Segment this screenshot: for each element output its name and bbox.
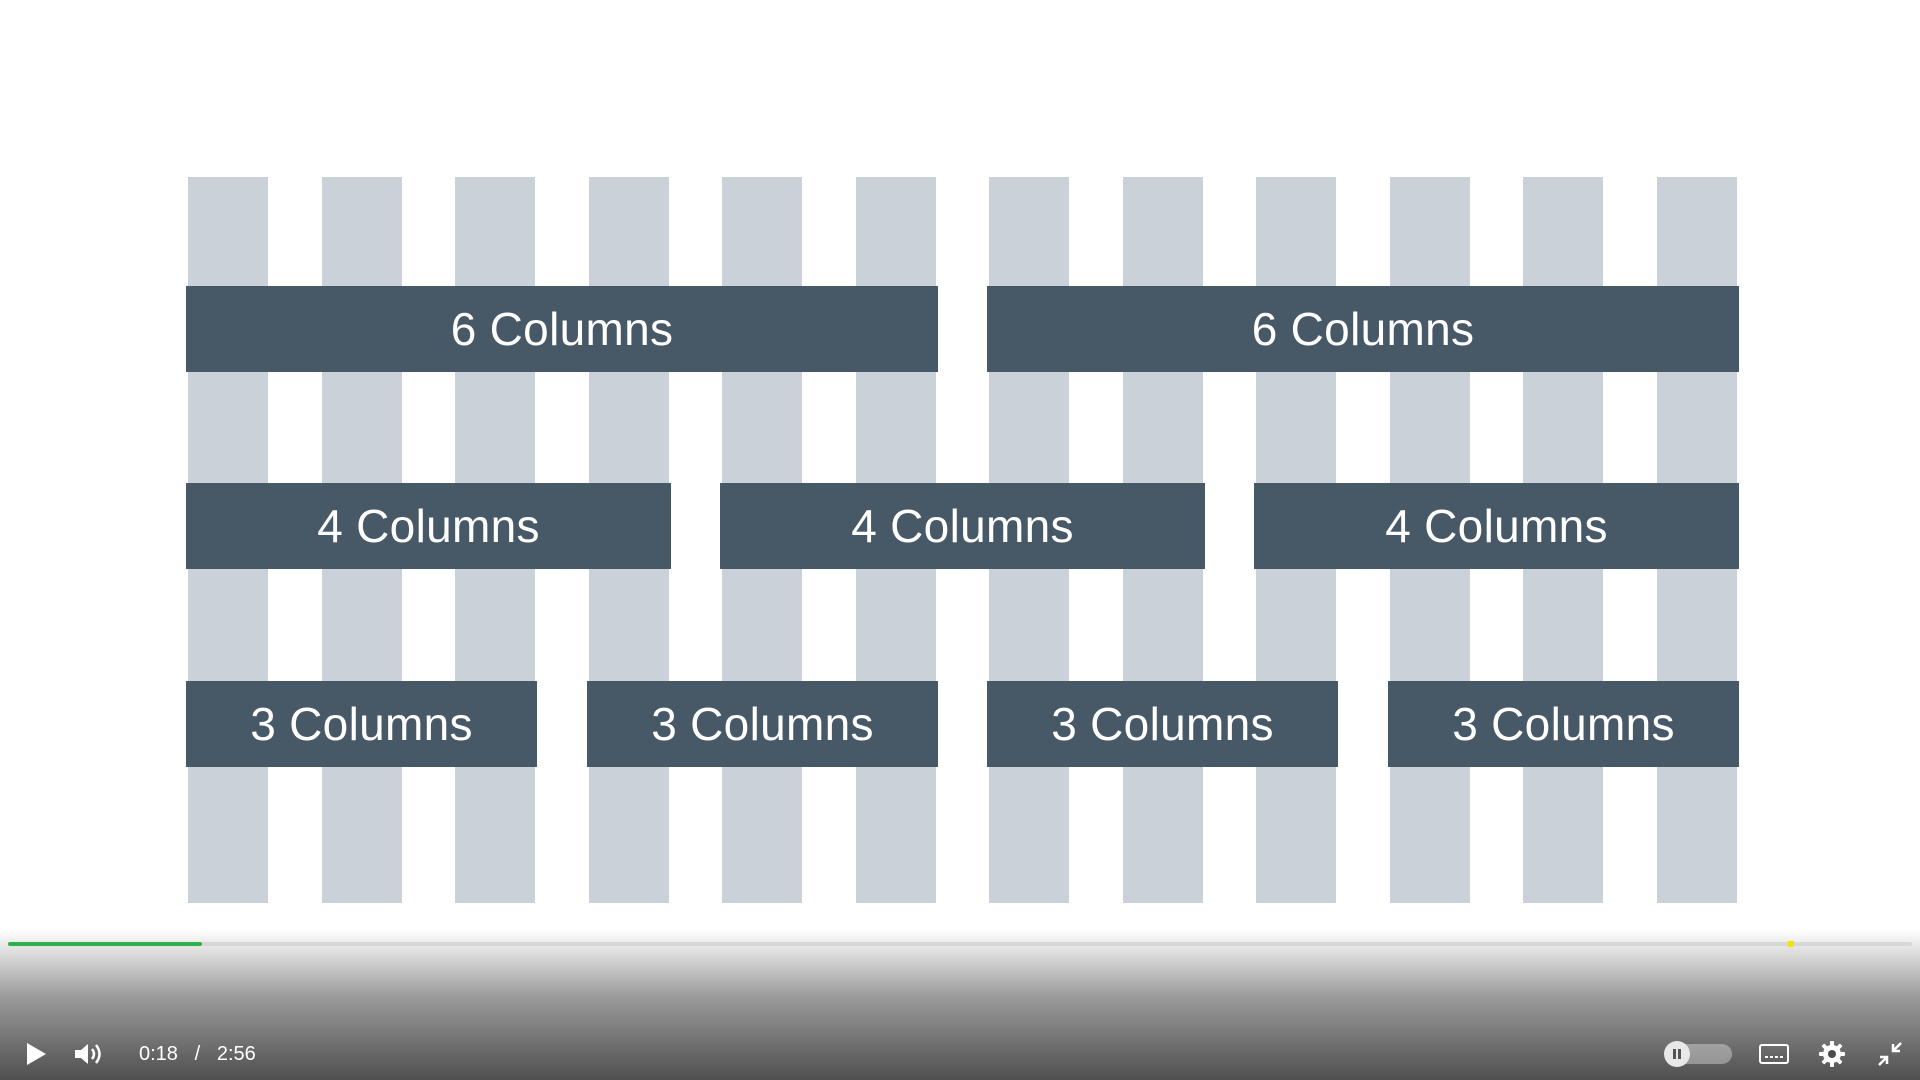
- volume-button[interactable]: [70, 1036, 108, 1072]
- autoplay-knob: [1664, 1041, 1690, 1067]
- play-icon: [27, 1043, 46, 1065]
- captions-button[interactable]: [1756, 1036, 1792, 1072]
- four-column-bar: 4 Columns: [1254, 483, 1739, 569]
- span-label: 4 Columns: [317, 500, 540, 552]
- player-control-bar: [0, 1000, 1920, 1080]
- pause-icon: [1673, 1049, 1681, 1059]
- current-time: 0:18: [139, 1043, 178, 1065]
- four-column-bar: 4 Columns: [720, 483, 1205, 569]
- three-column-bar: 3 Columns: [186, 681, 537, 767]
- span-label: 3 Columns: [651, 698, 874, 750]
- progress-fill: [8, 942, 203, 946]
- span-label: 3 Columns: [1051, 698, 1274, 750]
- span-label: 4 Columns: [1385, 500, 1608, 552]
- three-column-bar: 3 Columns: [587, 681, 938, 767]
- captions-icon: [1759, 1044, 1789, 1064]
- exit-fullscreen-icon: [1878, 1042, 1902, 1066]
- six-column-bar: 6 Columns: [186, 286, 938, 372]
- duration: 2:56: [216, 1043, 256, 1065]
- exit-fullscreen-button[interactable]: [1872, 1036, 1908, 1072]
- controls-overlay: [0, 930, 1920, 1080]
- span-label: 6 Columns: [1251, 303, 1475, 355]
- autoplay-toggle[interactable]: [1664, 1041, 1732, 1067]
- time-separator: /: [194, 1043, 201, 1065]
- settings-button[interactable]: [1814, 1036, 1850, 1072]
- time-display: 0:18 / 2:56: [139, 1040, 256, 1068]
- progress-marker: [1788, 941, 1795, 947]
- progress-bar[interactable]: [8, 941, 1912, 947]
- four-column-bar: 4 Columns: [186, 483, 671, 569]
- play-button[interactable]: [20, 1036, 52, 1072]
- span-label: 4 Columns: [851, 500, 1074, 552]
- volume-icon: [75, 1044, 101, 1064]
- three-column-bar: 3 Columns: [987, 681, 1338, 767]
- span-label: 6 Columns: [450, 303, 674, 355]
- gear-icon: [1819, 1041, 1845, 1067]
- six-column-bar: 6 Columns: [987, 286, 1739, 372]
- three-column-bar: 3 Columns: [1388, 681, 1739, 767]
- span-label: 3 Columns: [1452, 698, 1675, 750]
- span-label: 3 Columns: [250, 698, 473, 750]
